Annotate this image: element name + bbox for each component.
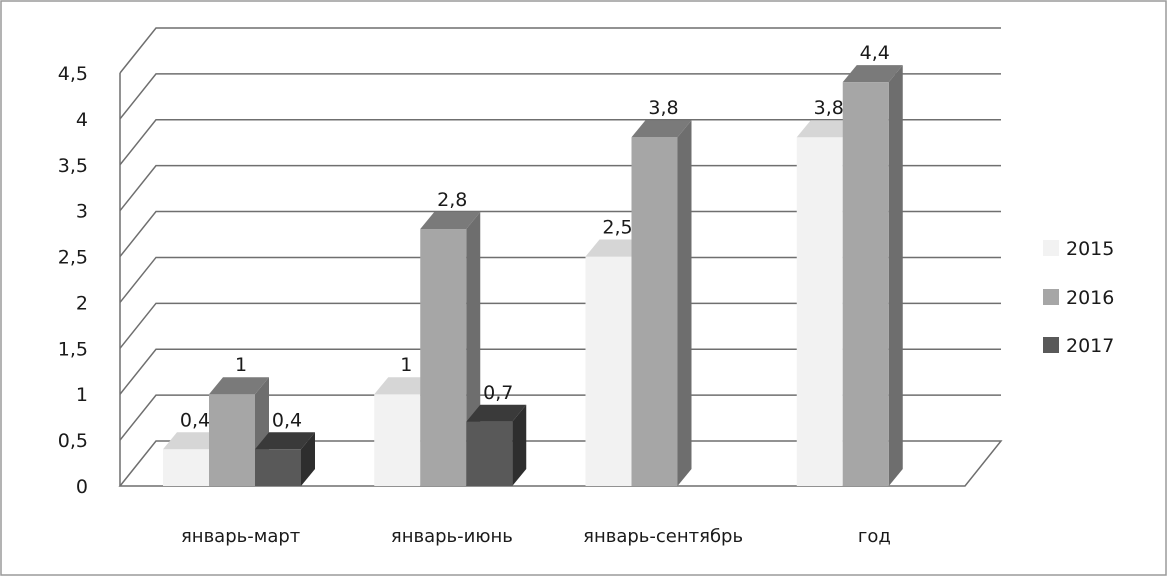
bar-front [466,421,513,486]
data-label: 1 [400,354,412,376]
gridline [119,210,1001,258]
bar-2016-2 [631,120,692,486]
gridline [119,394,1001,441]
data-label: 1 [235,354,247,376]
y-tick-label: 4 [76,109,88,131]
x-tick-label: январь-сентябрь [583,526,743,547]
y-tick-label: 2,5 [58,247,88,269]
bar-front [842,82,889,486]
y-tick-label: 4,5 [58,63,88,85]
bar-2016-0 [209,377,269,486]
bar-2017-1 [466,404,527,486]
gridline [119,27,1001,74]
gridline [119,164,1001,212]
legend-swatch [1043,289,1059,305]
bar-top [631,120,692,138]
legend-item-2016: 2016 [1043,287,1114,309]
data-label: 3,8 [814,97,844,119]
gridline [119,119,1001,166]
y-tick-label: 0,5 [58,430,88,452]
y-axis-ticks: 0 0,5 1 1,5 2 2,5 3 3,5 4 4,5 [58,63,88,498]
legend-label: 2017 [1066,335,1114,357]
y-tick-label: 2 [76,292,88,314]
legend-swatch [1043,337,1059,353]
gridlines [119,27,1001,441]
bar-2016-3 [842,65,903,486]
gridline [119,302,1001,349]
data-labels: 0,4 1 0,4 1 2,8 0,7 2,5 3,8 3,8 4,4 [180,42,890,431]
legend-label: 2015 [1066,238,1114,260]
x-tick-label: январь-март [181,526,300,547]
bar-front [163,449,209,486]
y-tick-label: 3 [76,201,88,223]
bar-front [796,137,843,486]
bar-top [842,65,903,83]
legend-item-2017: 2017 [1043,335,1114,357]
bar-side [888,65,903,486]
bar-side [677,120,692,486]
x-tick-label: год [858,526,891,547]
data-label: 2,5 [602,217,632,239]
bar-side [512,404,527,486]
bar-front [255,449,301,486]
gridline [119,348,1001,395]
data-label: 2,8 [437,189,467,211]
bar-front [631,137,678,486]
bar-front [209,394,255,486]
bars [163,65,903,486]
y-tick-label: 1,5 [58,338,88,360]
gridline [119,73,1001,120]
y-tick-label: 1 [76,384,88,406]
bar-top [585,239,646,257]
data-label: 4,4 [860,42,890,64]
data-label: 3,8 [648,97,678,119]
legend: 2015 2016 2017 [1043,238,1114,357]
chart-floor [118,440,1003,487]
x-tick-label: январь-июнь [391,526,513,547]
bar-top [209,377,269,395]
bar-top [163,432,223,450]
bar-top [374,377,435,395]
legend-item-2015: 2015 [1043,238,1114,260]
y-tick-label: 0 [76,476,88,498]
gridline [119,256,1001,303]
chart-walls [118,73,1003,487]
bar-top [466,404,527,422]
legend-swatch [1043,240,1059,256]
y-tick-label: 3,5 [58,155,88,177]
bar-top [255,432,315,450]
data-label: 0,7 [483,382,513,404]
data-label: 0,4 [272,409,302,431]
bar-front [374,394,421,486]
data-label: 0,4 [180,409,210,431]
x-axis-ticks: январь-март январь-июнь январь-сентябрь год [181,526,891,547]
bar-front [420,229,467,486]
bar-top [796,120,857,138]
legend-label: 2016 [1066,287,1114,309]
bar-front [585,256,632,486]
bar-2017-0 [255,432,315,486]
bar-top [420,212,481,230]
bar-side [301,432,315,486]
